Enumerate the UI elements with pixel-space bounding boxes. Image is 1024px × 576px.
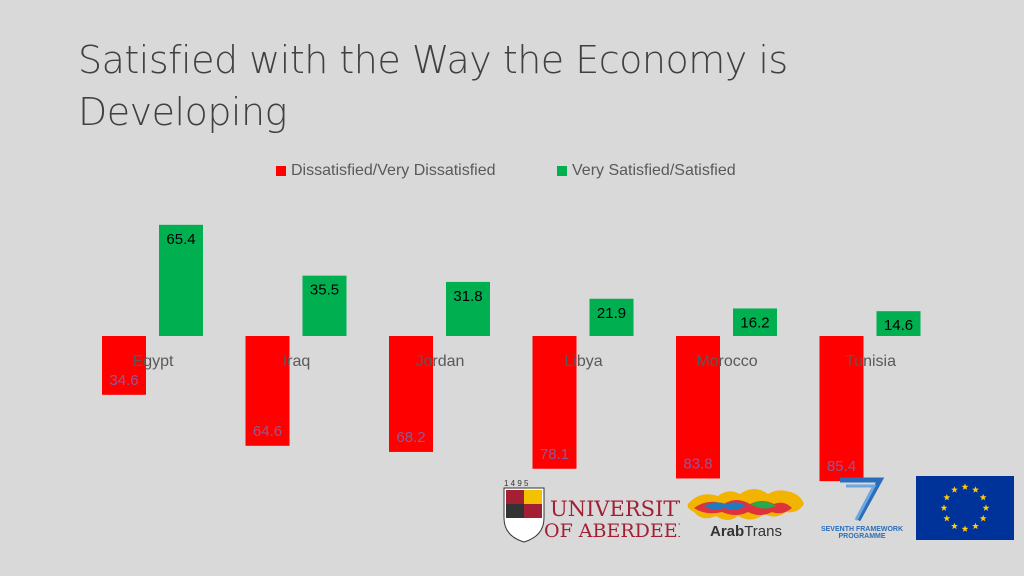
legend-item-dissatisfied: Dissatisfied/Very Dissatisfied [276, 162, 496, 180]
arabtrans-bold: Arab [710, 523, 744, 540]
data-label-dissatisfied-morocco: 83.8 [683, 455, 712, 472]
data-label-satisfied-morocco: 16.2 [740, 314, 769, 331]
legend-swatch-satisfied [557, 166, 567, 176]
bar-dissatisfied-morocco [676, 336, 720, 479]
aberdeen-line2: OF ABERDEEN [544, 520, 680, 542]
data-label-satisfied-iraq: 35.5 [310, 282, 339, 299]
eu-star [951, 486, 958, 493]
bar-satisfied-iraq [302, 275, 347, 336]
data-label-dissatisfied-jordan: 68.2 [396, 429, 425, 446]
data-label-dissatisfied-tunisia: 85.4 [827, 458, 856, 475]
eu-star [972, 486, 979, 493]
arabtrans-logo: ArabTrans [687, 489, 804, 540]
eu-star [979, 514, 987, 522]
eu-star [982, 504, 990, 511]
category-label-egypt: Egypt [133, 353, 174, 370]
arabtrans-light: Trans [744, 523, 782, 540]
legend-label-dissatisfied: Dissatisfied/Very Dissatisfied [291, 162, 496, 179]
fp7-line2: PROGRAMME [838, 533, 885, 540]
eu-star [979, 493, 987, 501]
bar-dissatisfied-tunisia [819, 336, 864, 482]
data-label-satisfied-egypt: 65.4 [166, 231, 195, 248]
legend-label-satisfied: Very Satisfied/Satisfied [572, 162, 736, 179]
logo-strip: 1 4 9 5 UNIVERSITY OF ABERDEEN ArabTrans… [0, 476, 1024, 576]
fp7-line1: SEVENTH FRAMEWORK [821, 526, 903, 533]
eu-star [951, 522, 958, 530]
data-label-satisfied-jordan: 31.8 [453, 288, 482, 305]
eu-star [972, 522, 979, 530]
category-label-morocco: Morocco [696, 353, 757, 370]
data-label-dissatisfied-libya: 78.1 [540, 446, 569, 463]
data-label-dissatisfied-egypt: 34.6 [109, 372, 138, 389]
eu-star [940, 504, 948, 511]
svg-text:ArabTrans: ArabTrans [710, 523, 782, 540]
bar-satisfied-morocco [733, 308, 777, 336]
category-label-libya: Libya [564, 353, 602, 370]
data-label-satisfied-libya: 21.9 [597, 305, 626, 322]
category-label-tunisia: Tunisia [845, 353, 896, 370]
bar-satisfied-egypt [159, 224, 203, 336]
aberdeen-logo: 1 4 9 5 UNIVERSITY OF ABERDEEN [503, 479, 680, 543]
data-label-satisfied-tunisia: 14.6 [884, 317, 913, 334]
eu-star [943, 493, 951, 501]
bar-satisfied-tunisia [876, 311, 921, 336]
eu-flag-logo [916, 476, 1014, 540]
aberdeen-year: 1 4 9 5 [504, 479, 529, 488]
eu-star [961, 525, 969, 532]
page-title: Satisfied with the Way the Economy is De… [78, 38, 788, 134]
bar-satisfied-libya [589, 298, 634, 336]
legend-swatch-dissatisfied [276, 166, 286, 176]
data-label-dissatisfied-iraq: 64.6 [253, 423, 282, 440]
legend-item-satisfied: Very Satisfied/Satisfied [557, 162, 736, 180]
bar-dissatisfied-egypt [102, 336, 146, 395]
bar-dissatisfied-iraq [245, 336, 290, 446]
bar-satisfied-jordan [446, 281, 490, 336]
category-label-jordan: Jordan [416, 353, 465, 370]
eu-star [961, 483, 969, 490]
bar-dissatisfied-jordan [389, 336, 433, 452]
aberdeen-line1: UNIVERSITY [550, 497, 680, 521]
fp7-logo: SEVENTH FRAMEWORK PROGRAMME [821, 477, 903, 540]
bar-dissatisfied-libya [532, 336, 577, 469]
category-label-iraq: Iraq [283, 353, 311, 370]
eu-star [943, 514, 951, 522]
